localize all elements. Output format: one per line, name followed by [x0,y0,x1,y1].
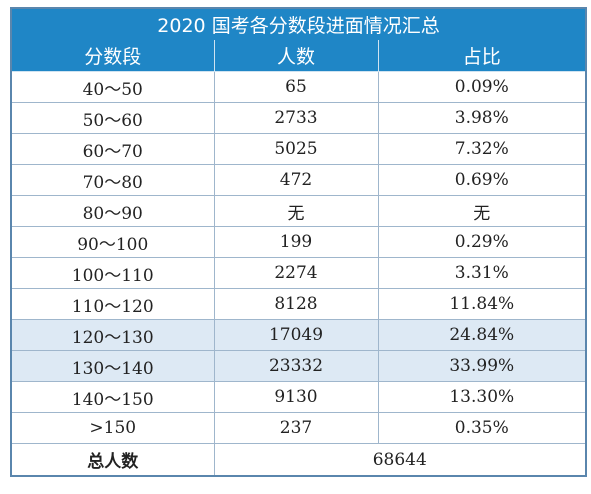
table-title: 2020 国考各分数段进面情况汇总 [10,7,587,40]
header-percentage: 占比 [377,39,587,72]
count-cell: 65 [213,71,379,103]
percentage-cell: 0.35% [377,412,587,444]
table-row: 80～90 无 无 [10,195,587,227]
score-range-cell: 40～50 [10,71,215,103]
table-row: 40～50 65 0.09% [10,71,587,103]
header-row: 分数段 人数 占比 [10,39,587,72]
score-summary-table: 2020 国考各分数段进面情况汇总 分数段 人数 占比 40～50 65 0.0… [10,7,588,477]
percentage-cell: 33.99% [377,350,587,382]
score-range-cell: 120～130 [10,319,215,351]
table-row: 50～60 2733 3.98% [10,102,587,134]
percentage-cell: 3.98% [377,102,587,134]
score-range-cell: 90～100 [10,226,215,258]
count-cell: 237 [213,412,379,444]
header-score-range: 分数段 [10,39,215,72]
count-cell: 8128 [213,288,379,320]
table-row-highlighted: 120～130 17049 24.84% [10,319,587,351]
count-cell: 9130 [213,381,379,413]
percentage-cell: 13.30% [377,381,587,413]
table-row: 60～70 5025 7.32% [10,133,587,165]
score-range-cell: >150 [10,412,215,444]
total-label: 总人数 [10,443,215,477]
header-count: 人数 [213,39,379,72]
count-cell: 199 [213,226,379,258]
count-cell: 5025 [213,133,379,165]
percentage-cell: 无 [377,195,587,227]
score-range-cell: 140～150 [10,381,215,413]
score-range-cell: 50～60 [10,102,215,134]
score-range-cell: 60～70 [10,133,215,165]
count-cell: 472 [213,164,379,196]
percentage-cell: 7.32% [377,133,587,165]
total-value: 68644 [213,443,587,477]
count-cell: 无 [213,195,379,227]
count-cell: 23332 [213,350,379,382]
count-cell: 2274 [213,257,379,289]
table-row: 110～120 8128 11.84% [10,288,587,320]
percentage-cell: 0.29% [377,226,587,258]
total-row: 总人数 68644 [10,443,587,477]
percentage-cell: 0.69% [377,164,587,196]
percentage-cell: 0.09% [377,71,587,103]
table-body: 40～50 65 0.09% 50～60 2733 3.98% 60～70 50… [10,71,587,477]
percentage-cell: 24.84% [377,319,587,351]
score-range-cell: 100～110 [10,257,215,289]
score-range-cell: 110～120 [10,288,215,320]
table-row: 100～110 2274 3.31% [10,257,587,289]
score-range-cell: 130～140 [10,350,215,382]
percentage-cell: 3.31% [377,257,587,289]
table-row-highlighted: 130～140 23332 33.99% [10,350,587,382]
title-row: 2020 国考各分数段进面情况汇总 [10,7,587,40]
table-row: 140～150 9130 13.30% [10,381,587,413]
table-row: 70～80 472 0.69% [10,164,587,196]
count-cell: 2733 [213,102,379,134]
table-row: >150 237 0.35% [10,412,587,444]
score-range-cell: 70～80 [10,164,215,196]
count-cell: 17049 [213,319,379,351]
score-summary-table-container: 2020 国考各分数段进面情况汇总 分数段 人数 占比 40～50 65 0.0… [10,7,588,477]
score-range-cell: 80～90 [10,195,215,227]
percentage-cell: 11.84% [377,288,587,320]
table-row: 90～100 199 0.29% [10,226,587,258]
